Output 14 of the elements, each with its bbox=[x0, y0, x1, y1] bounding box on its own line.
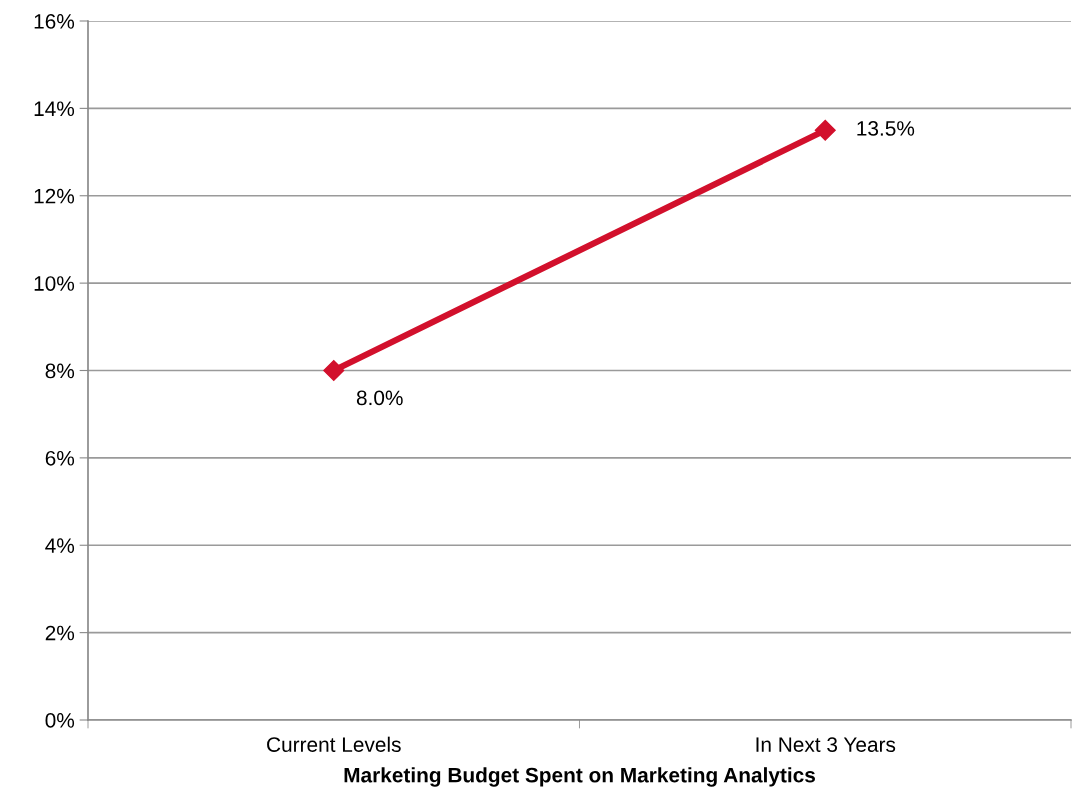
x-tick-label: In Next 3 Years bbox=[756, 737, 896, 752]
y-tick-label: 6% bbox=[45, 450, 75, 466]
y-tick-label: 0% bbox=[45, 713, 75, 728]
y-tick-label: 10% bbox=[34, 276, 75, 291]
x-axis-title: Marketing Budget Spent on Marketing Analytics bbox=[344, 767, 815, 787]
data-label: 13.5% bbox=[857, 121, 915, 136]
y-tick-label: 4% bbox=[45, 538, 75, 553]
x-tick-label: Current Levels bbox=[267, 736, 401, 752]
y-tick-label: 12% bbox=[34, 188, 75, 204]
y-tick-label: 2% bbox=[45, 625, 75, 641]
data-label: 8.0% bbox=[356, 390, 403, 406]
y-tick-label: 16% bbox=[34, 14, 75, 29]
y-tick-label: 14% bbox=[34, 101, 75, 117]
y-tick-label: 8% bbox=[45, 363, 75, 379]
